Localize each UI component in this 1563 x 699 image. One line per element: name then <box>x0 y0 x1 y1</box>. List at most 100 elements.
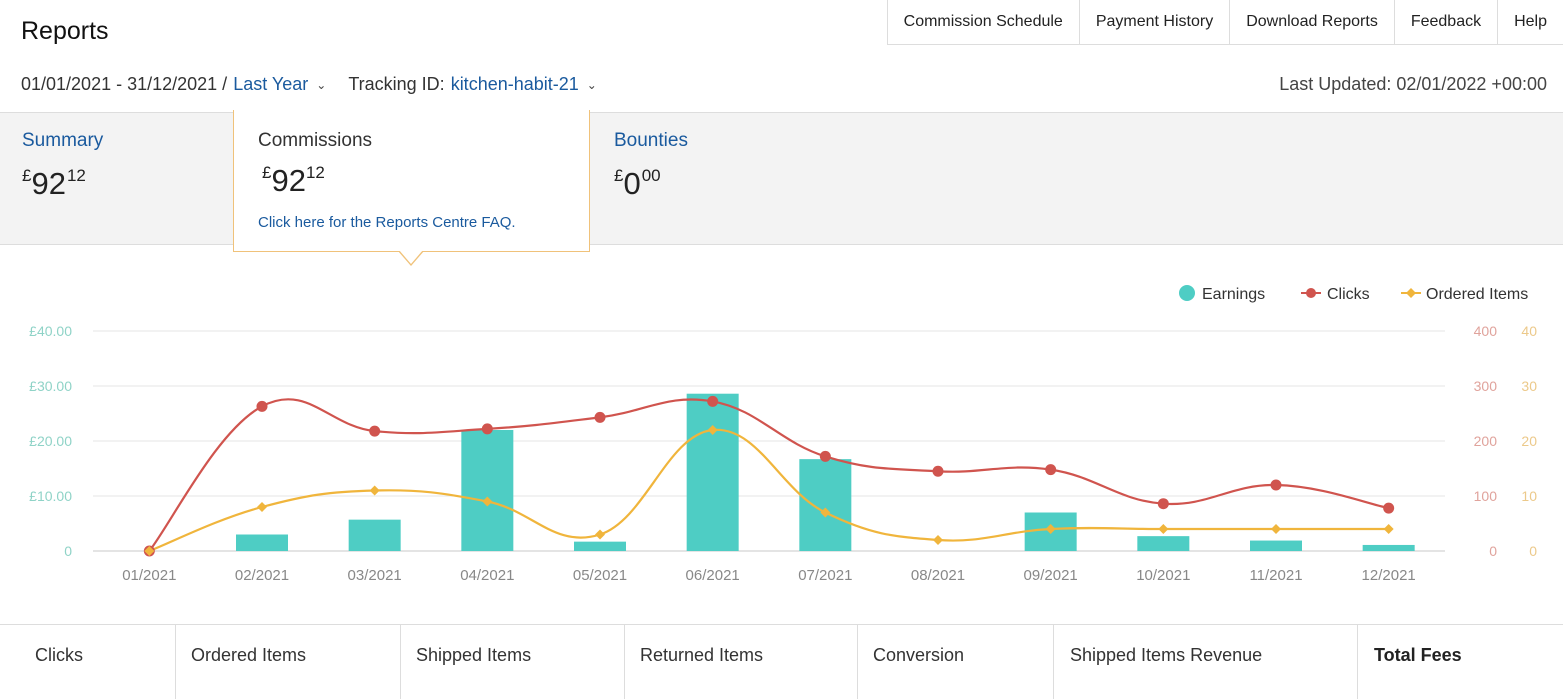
earnings-chart: 0 0 0 £10.00 100 10 £20.00 200 20 £30.00 300 30 £40.… <box>0 275 1563 610</box>
amount-fraction: 00 <box>641 166 661 185</box>
x-axis-tick-label: 11/2021 <box>1249 567 1302 584</box>
clicks-point <box>819 450 831 462</box>
x-axis-tick-label: 01/2021 <box>122 567 176 584</box>
clicks-point <box>1383 502 1395 514</box>
clicks-axis-tick-label: 300 <box>1474 378 1498 394</box>
x-axis-tick-label: 08/2021 <box>911 567 965 584</box>
amount-whole: 92 <box>31 166 66 201</box>
ordered-items-point <box>595 529 605 540</box>
tab-summary[interactable]: Summary £9212 <box>22 130 103 202</box>
clicks-point <box>1270 479 1282 491</box>
chart-svg: 0 0 0 £10.00 100 10 £20.00 200 20 £30.00 300 30 £40.… <box>29 285 1537 584</box>
summary-amount: £9212 <box>22 166 103 202</box>
items-axis-tick-label: 10 <box>1521 488 1537 504</box>
ordered-items-point <box>144 546 155 556</box>
stat-shipped-items-revenue: Shipped Items Revenue <box>1054 625 1358 699</box>
tab-caret-fill <box>399 250 423 264</box>
earnings-bar <box>236 534 288 551</box>
x-axis-tick-label: 10/2021 <box>1136 567 1190 584</box>
x-axis-tick-label: 05/2021 <box>573 567 627 584</box>
earnings-bar <box>1137 536 1190 551</box>
stat-ordered-items: Ordered Items <box>176 625 401 699</box>
ordered-items-point <box>369 485 380 496</box>
legend-items-marker <box>1406 288 1416 298</box>
clicks-point <box>932 465 944 477</box>
help-link[interactable]: Help <box>1514 13 1547 30</box>
bounties-amount: £000 <box>614 166 688 202</box>
left-axis-tick-label: £20.00 <box>29 433 72 449</box>
top-nav: Commission Schedule Payment History Down… <box>886 0 1563 45</box>
ordered-items-line <box>148 428 1389 553</box>
chevron-down-icon[interactable]: ⌄ <box>586 77 597 92</box>
clicks-axis-tick-label: 200 <box>1474 433 1498 449</box>
earnings-bar <box>1250 540 1302 551</box>
legend-clicks-marker <box>1306 288 1316 298</box>
payment-history-link[interactable]: Payment History <box>1080 0 1231 44</box>
tracking-id-label: Tracking ID: <box>348 74 445 94</box>
ordered-items-point <box>482 496 493 507</box>
stat-shipped-items: Shipped Items <box>401 625 625 699</box>
clicks-line <box>148 398 1389 552</box>
tab-bounties[interactable]: Bounties £000 <box>614 130 688 202</box>
clicks-point <box>369 425 381 437</box>
clicks-point <box>707 395 719 407</box>
legend-earnings-marker <box>1179 285 1195 301</box>
download-reports-link[interactable]: Download Reports <box>1230 0 1395 44</box>
stat-returned-items: Returned Items <box>625 625 858 699</box>
date-range: 01/01/2021 - 31/12/2021 / <box>21 74 228 94</box>
left-axis-tick-label: 0 <box>64 543 72 559</box>
left-axis-tick-label: £30.00 <box>29 378 72 394</box>
chevron-down-icon[interactable]: ⌄ <box>316 77 327 92</box>
legend-earnings-label: Earnings <box>1202 286 1265 303</box>
amount-whole: 92 <box>271 163 306 198</box>
x-axis-tick-label: 06/2021 <box>686 567 740 584</box>
earnings-bar <box>1362 544 1415 551</box>
clicks-point <box>1045 464 1057 476</box>
tab-commissions-label[interactable]: Commissions <box>258 130 373 151</box>
tab-commissions[interactable]: Commissions £9212 Click here for the Rep… <box>233 110 590 252</box>
period-dropdown[interactable]: Last Year <box>233 74 309 94</box>
legend-clicks-label: Clicks <box>1327 286 1370 303</box>
tab-summary-label[interactable]: Summary <box>22 130 104 151</box>
faq-link[interactable]: Click here for the Reports Centre FAQ. <box>258 214 516 231</box>
currency-symbol: £ <box>614 166 624 185</box>
tracking-id-dropdown[interactable]: kitchen-habit-21 <box>450 74 579 94</box>
items-axis-tick-label: 30 <box>1521 378 1537 394</box>
filter-row: 01/01/2021 - 31/12/2021 / Last Year ⌄ Tr… <box>21 74 597 95</box>
ordered-items-point <box>1045 524 1056 534</box>
stat-clicks: Clicks <box>0 625 176 699</box>
stat-total-fees: Total Fees <box>1374 645 1462 665</box>
items-axis-tick-label: 40 <box>1521 323 1537 339</box>
tab-bounties-label[interactable]: Bounties <box>614 130 688 151</box>
clicks-point <box>481 423 493 435</box>
clicks-axis-tick-label: 0 <box>1489 543 1497 559</box>
clicks-axis-tick-label: 100 <box>1474 488 1498 504</box>
items-axis-tick-label: 20 <box>1521 433 1537 449</box>
x-axis-tick-label: 09/2021 <box>1024 567 1078 584</box>
commission-schedule-link[interactable]: Commission Schedule <box>888 0 1080 44</box>
ordered-items-point <box>257 502 267 512</box>
stats-row: Clicks Ordered Items Shipped Items Retur… <box>0 624 1563 699</box>
x-axis-tick-label: 02/2021 <box>235 567 289 584</box>
currency-symbol: £ <box>262 163 272 182</box>
ordered-items-point <box>1158 524 1169 534</box>
page-title: Reports <box>21 17 109 45</box>
x-axis-tick-label: 12/2021 <box>1362 567 1416 584</box>
ordered-items-point <box>1383 524 1394 534</box>
left-axis-tick-label: £10.00 <box>29 488 72 504</box>
clicks-axis-tick-label: 400 <box>1474 323 1498 339</box>
ordered-items-point <box>933 535 943 545</box>
earnings-bar <box>686 393 739 551</box>
amount-fraction: 12 <box>66 166 86 185</box>
clicks-point <box>1157 498 1169 510</box>
earnings-bar <box>461 430 514 551</box>
last-updated: Last Updated: 02/01/2022 +00:00 <box>1279 74 1547 94</box>
earnings-bar <box>348 519 401 551</box>
x-axis-tick-label: 07/2021 <box>798 567 852 584</box>
ordered-items-point <box>707 425 718 435</box>
clicks-point <box>594 411 606 423</box>
clicks-point <box>256 400 268 412</box>
ordered-items-point <box>820 507 831 518</box>
feedback-link[interactable]: Feedback <box>1395 0 1499 44</box>
currency-symbol: £ <box>22 166 32 185</box>
